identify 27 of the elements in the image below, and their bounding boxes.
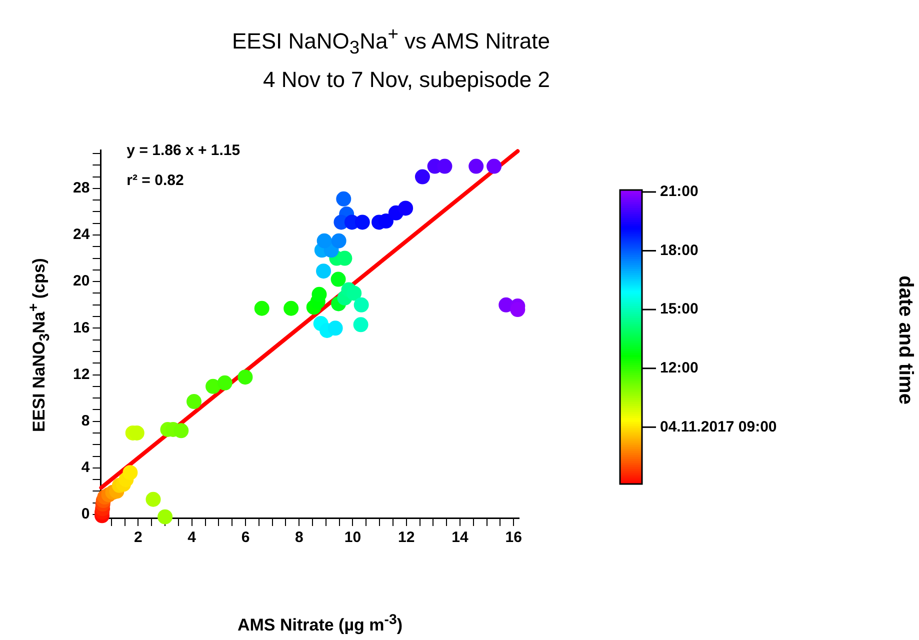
x-tick-label: 14 bbox=[452, 529, 470, 546]
chart-subtitle: 4 Nov to 7 Nov, subepisode 2 bbox=[262, 66, 550, 94]
color-bar-title: date and time bbox=[894, 276, 916, 404]
x-tick-label: 10 bbox=[344, 529, 362, 546]
x-tick-label: 16 bbox=[505, 529, 522, 546]
y-tick-label: 12 bbox=[72, 366, 90, 383]
y-tick-label: 16 bbox=[72, 319, 90, 336]
x-tick-label: 6 bbox=[241, 529, 250, 546]
y-tick-label: 28 bbox=[72, 180, 90, 197]
y-tick-label: 4 bbox=[81, 459, 90, 476]
color-bar-label: 04.11.2017 09:00 bbox=[660, 418, 777, 436]
color-bar-label: 21:00 bbox=[660, 183, 698, 200]
x-tick-label: 2 bbox=[134, 529, 142, 546]
y-tick-label: 24 bbox=[72, 226, 90, 244]
color-bar-label: 12:00 bbox=[660, 360, 698, 376]
x-axis-title: AMS Nitrate (µg m$^{-3}$) bbox=[236, 612, 404, 636]
annotation: y = 1.86 x + 1.15 bbox=[126, 142, 240, 160]
annotation: r² = 0.82 bbox=[126, 172, 184, 190]
x-tick-label: 8 bbox=[294, 529, 304, 546]
x-tick-label: 4 bbox=[188, 529, 197, 546]
y-tick-label: 0 bbox=[81, 506, 90, 523]
x-tick-label: 12 bbox=[398, 529, 415, 546]
color-bar-label: 15:00 bbox=[660, 300, 698, 318]
chart-title: EESI NaNO$_{3}$Na$^{+}$ vs AMS Nitrate bbox=[230, 22, 550, 60]
y-tick-label: 8 bbox=[81, 412, 90, 430]
y-tick-label: 20 bbox=[72, 272, 90, 290]
color-bar-label: 18:00 bbox=[660, 242, 698, 259]
